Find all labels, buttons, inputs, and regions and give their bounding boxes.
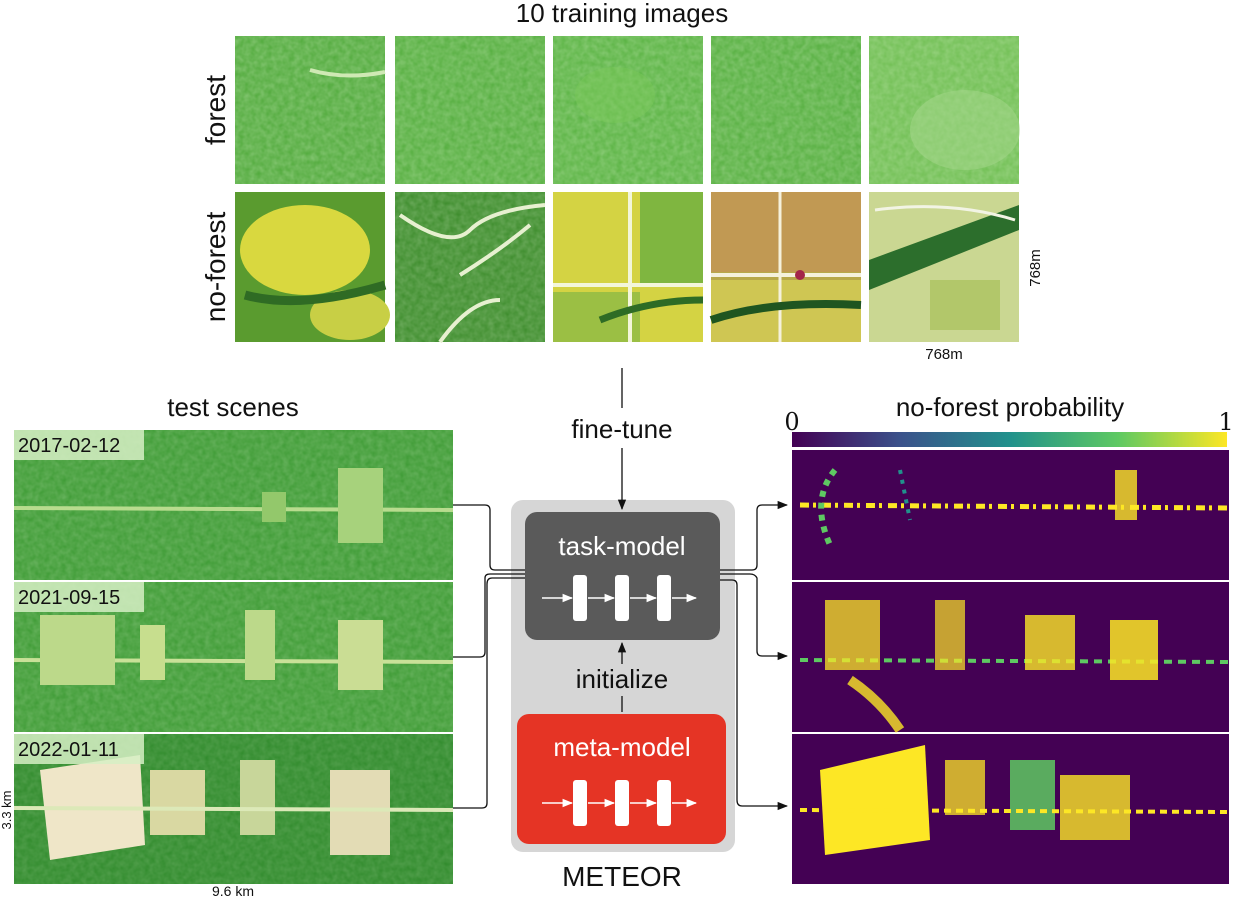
test-scene: [13, 582, 454, 732]
output-title: no-forest probability: [896, 392, 1124, 422]
probability-maps: [792, 450, 1229, 884]
colorbar-max: 1: [1218, 408, 1233, 436]
test-date-2: 2021-09-15: [18, 587, 120, 609]
forest-tile: [235, 36, 386, 184]
probability-map: [792, 582, 1229, 733]
scene3-input-line: [453, 577, 525, 809]
colorbar-min: 0: [784, 408, 799, 436]
meta-model-block: meta-model: [517, 714, 726, 844]
no-forest-tile: [235, 192, 390, 342]
test-title: test scenes: [167, 392, 299, 422]
test-scene: [13, 430, 454, 580]
test-scenes: [13, 430, 454, 884]
forest-row-label: forest: [200, 75, 231, 145]
meta-model-label: meta-model: [553, 732, 690, 762]
test-date-1: 2017-02-12: [18, 435, 120, 457]
scene2-input-line: [453, 573, 525, 658]
training-scale-x: 768m: [925, 346, 963, 363]
meta-model-layers-icon: [542, 780, 698, 826]
probability-map: [792, 734, 1229, 884]
task-model-layers-icon: [542, 575, 698, 621]
task-model-block: task-model: [525, 512, 720, 640]
output2-arrow: [720, 573, 789, 661]
no-forest-tile: [709, 192, 862, 342]
test-date-3: 2022-01-11: [18, 739, 119, 761]
output1-arrow: [720, 500, 789, 571]
no-forest-tile: [553, 192, 704, 342]
scene1-input-line: [453, 504, 525, 571]
meteor-label: METEOR: [562, 861, 682, 892]
test-scale-x: 9.6 km: [212, 883, 254, 898]
no-forest-row: [235, 192, 1019, 344]
output3-arrow: [720, 579, 789, 811]
training-scale-y: 768m: [1027, 249, 1044, 287]
training-grid: [235, 36, 1020, 344]
forest-tile: [553, 36, 703, 184]
forest-tile: [395, 36, 545, 184]
no-forest-tile: [869, 192, 1019, 342]
fine-tune-label: fine-tune: [571, 414, 672, 444]
test-scene: [13, 734, 454, 884]
forest-tile: [711, 36, 861, 184]
training-title: 10 training images: [516, 0, 728, 28]
task-model-label: task-model: [558, 531, 685, 561]
probability-map: [792, 450, 1229, 580]
initialize-label: initialize: [576, 664, 669, 694]
connector-arrows: [453, 368, 789, 811]
no-forest-row-label: no-forest: [200, 212, 231, 323]
forest-tile: [869, 36, 1020, 184]
forest-row: [235, 36, 1020, 184]
colorbar: [792, 432, 1227, 447]
no-forest-tile: [395, 192, 546, 344]
test-scale-y: 3.3 km: [0, 790, 14, 829]
